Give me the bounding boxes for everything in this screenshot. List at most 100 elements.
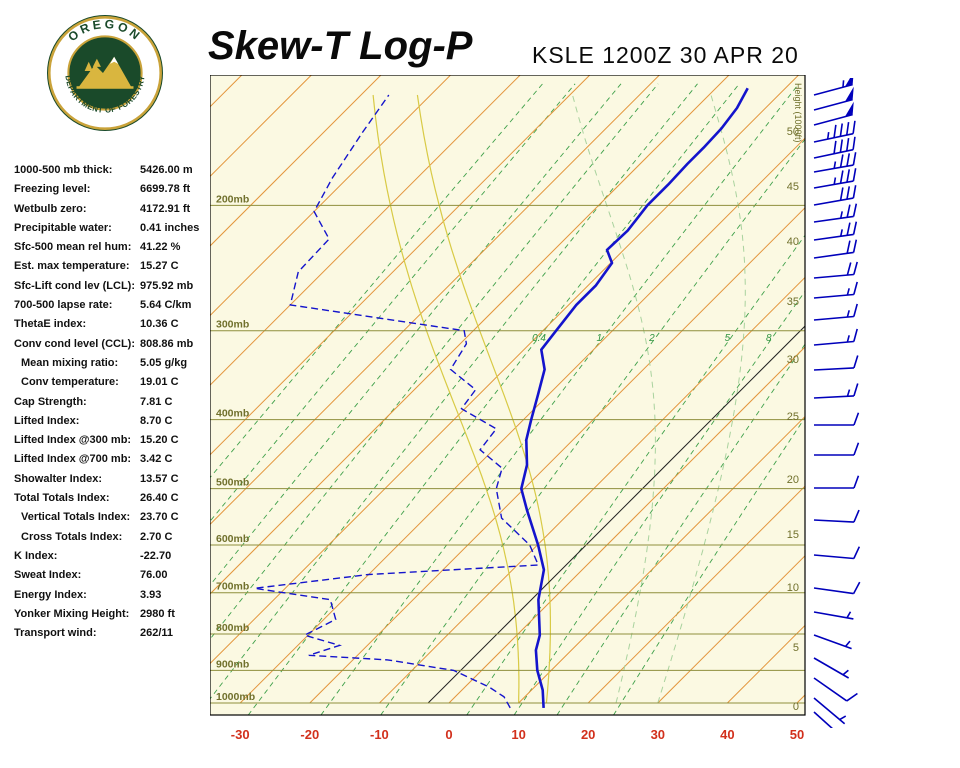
index-label: Conv temperature: xyxy=(21,376,119,389)
index-label: K Index: xyxy=(14,549,58,562)
wind-barb xyxy=(813,203,858,223)
wind-barb xyxy=(813,383,859,399)
pressure-label: 200mb xyxy=(216,193,249,205)
index-row: Wetbulb zero: 4172.91 ft xyxy=(14,200,210,219)
height-tick-label: 20 xyxy=(787,474,799,486)
mixing-ratio-label: 0.4 xyxy=(532,333,546,344)
index-row: Transport wind: 262/11 xyxy=(14,624,210,643)
wind-barb xyxy=(813,611,854,620)
index-row: Sweat Index: 76.00 xyxy=(14,566,210,585)
index-row: ThetaE index: 10.36 C xyxy=(14,315,210,334)
height-tick-label: 15 xyxy=(787,529,799,541)
mixing-ratio-label: 5 xyxy=(725,333,731,344)
index-label: Cap Strength: xyxy=(14,395,87,408)
wind-barb xyxy=(814,412,860,426)
x-axis-tick-label: -10 xyxy=(370,727,389,742)
index-row: Conv temperature: 19.01 C xyxy=(14,373,210,392)
index-label: Sweat Index: xyxy=(14,569,82,582)
index-row: Energy Index: 3.93 xyxy=(14,586,210,605)
index-label: 700-500 lapse rate: xyxy=(14,299,113,312)
logo-mountain-trees xyxy=(76,56,134,89)
wind-barb xyxy=(813,261,858,279)
skewt-chart: 200mb 300mb 400mb 500mb 600mb 700mb 800mb 900mb… xyxy=(209,74,810,756)
index-row: Conv cond level (CCL): 808.86 mb xyxy=(14,335,210,354)
mixing-ratio-label: 8 xyxy=(766,333,772,344)
odf-logo: OREGON DEPARTMENT OF FORESTRY xyxy=(47,15,163,131)
index-row: Est. max temperature: 15.27 C xyxy=(14,257,210,276)
wind-barb xyxy=(813,71,854,96)
wind-barb xyxy=(813,634,852,650)
temperature-trace xyxy=(519,87,749,708)
wind-barb xyxy=(813,509,860,523)
index-label: Energy Index: xyxy=(14,588,87,601)
index-row: K Index: -22.70 xyxy=(14,547,210,566)
wind-barb xyxy=(813,86,854,111)
mixing-ratio-label: 2 xyxy=(648,333,655,344)
index-row: Cross Totals Index: 2.70 C xyxy=(14,528,210,547)
index-label: Freezing level: xyxy=(14,183,91,196)
index-value: 5.05 g/kg xyxy=(140,356,188,369)
index-label: Sfc-500 mean rel hum: xyxy=(14,241,132,254)
index-value: 0.41 inches xyxy=(140,221,200,234)
index-row: Sfc-Lift cond lev (LCL): 975.92 mb xyxy=(14,277,210,296)
index-row: Total Totals Index: 26.40 C xyxy=(14,489,210,508)
index-row: Mean mixing ratio: 5.05 g/kg xyxy=(14,354,210,373)
wind-barb xyxy=(813,546,861,560)
index-label: Yonker Mixing Height: xyxy=(14,607,130,620)
index-row: 700-500 lapse rate: 5.64 C/km xyxy=(14,296,210,315)
height-tick-label: 50 xyxy=(787,126,799,138)
chart-grid xyxy=(210,75,805,715)
index-label: Lifted Index: xyxy=(14,414,80,427)
index-row: Lifted Index @300 mb: 15.20 C xyxy=(14,431,210,450)
wind-barb xyxy=(813,136,856,159)
wind-barb xyxy=(813,185,857,206)
index-value: 4172.91 ft xyxy=(140,202,191,215)
index-value: 5426.00 m xyxy=(140,164,193,176)
height-tick-label: 5 xyxy=(793,642,799,654)
pressure-label: 500mb xyxy=(216,477,249,489)
page-title: Skew-T Log-P xyxy=(208,24,473,68)
logo-outer-edge xyxy=(47,15,163,131)
index-row: Sfc-500 mean rel hum: 41.22 % xyxy=(14,238,210,257)
pressure-label: 300mb xyxy=(216,319,249,331)
index-value: 23.70 C xyxy=(140,511,179,524)
index-value: 2980 ft xyxy=(140,607,175,620)
index-label: ThetaE index: xyxy=(14,318,87,331)
indices-list: 1000-500 mb thick: 5426.00 m Freezing leve… xyxy=(14,161,210,643)
wind-barb xyxy=(813,581,861,595)
height-tick-label: 40 xyxy=(787,236,799,248)
index-label: 1000-500 mb thick: xyxy=(14,164,113,176)
height-tick-label: 35 xyxy=(787,296,799,308)
index-value: 26.40 C xyxy=(140,492,179,505)
wind-barb xyxy=(814,475,860,489)
height-axis-label: Height (1000ft) xyxy=(793,83,803,143)
height-tick-label: 25 xyxy=(787,411,799,423)
x-axis-tick-label: 50 xyxy=(790,727,804,742)
index-label: Lifted Index @300 mb: xyxy=(14,434,132,447)
index-value: 19.01 C xyxy=(140,376,179,389)
index-row: Freezing level: 6699.78 ft xyxy=(14,180,210,199)
index-value: 41.22 % xyxy=(140,241,181,254)
index-value: 76.00 xyxy=(140,569,168,582)
x-axis-tick-label: 30 xyxy=(651,727,665,742)
skewt-svg: 200mb 300mb 400mb 500mb 600mb 700mb 800mb 900mb… xyxy=(209,74,806,742)
winds-svg xyxy=(813,71,861,740)
index-value: 3.42 C xyxy=(140,453,173,466)
wind-barb xyxy=(813,677,858,702)
pressure-label: 600mb xyxy=(216,533,249,545)
height-tick-label: 30 xyxy=(787,354,799,366)
height-tick-label: 45 xyxy=(787,181,799,193)
x-axis-tick-label: 0 xyxy=(445,727,452,742)
wind-barb xyxy=(813,239,858,259)
wind-barb xyxy=(813,328,858,346)
wind-barb xyxy=(813,101,854,126)
index-row: Showalter Index: 13.57 C xyxy=(14,470,210,489)
wind-barb xyxy=(813,281,858,299)
wind-barb xyxy=(813,697,847,725)
wind-barb xyxy=(813,168,857,189)
height-tick-label: 0 xyxy=(793,701,799,713)
index-value: 13.57 C xyxy=(140,472,179,485)
station-datetime: KSLE 1200Z 30 APR 20 xyxy=(532,42,799,68)
pressure-label: 1000mb xyxy=(216,691,255,703)
